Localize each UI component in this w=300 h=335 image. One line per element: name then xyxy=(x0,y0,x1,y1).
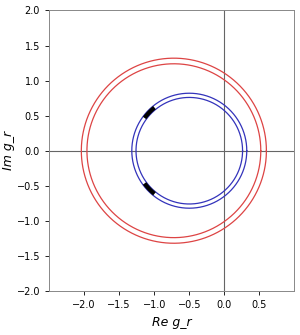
Polygon shape xyxy=(143,106,156,119)
X-axis label: Re g_r: Re g_r xyxy=(152,316,192,329)
Y-axis label: Im g_r: Im g_r xyxy=(2,131,15,170)
Polygon shape xyxy=(143,182,156,195)
